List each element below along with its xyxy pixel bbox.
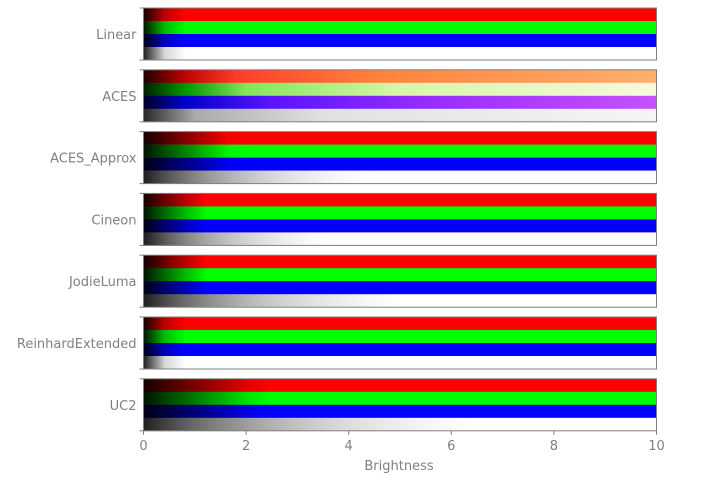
strip-cineon-blue — [143, 219, 657, 233]
strip-uc2-red — [143, 378, 657, 393]
strip-jodieluma-green — [143, 268, 657, 282]
panel-cineon: Cineon — [91, 192, 657, 246]
panel-acesapprox: ACES_Approx — [50, 131, 657, 185]
x-tick-label-0: 0 — [139, 439, 147, 454]
row-label-reinhardextended: ReinhardExtended — [17, 337, 137, 352]
strip-linear-gray — [143, 47, 657, 61]
panels: Linear ACES ACES_Approx Cineon JodieLuma Rein… — [17, 7, 657, 432]
x-tick-label-10: 10 — [648, 439, 665, 454]
strip-acesapprox-red — [143, 131, 657, 145]
row-label-cineon: Cineon — [91, 213, 136, 228]
strip-linear-blue — [143, 34, 657, 48]
strip-jodieluma-blue — [143, 281, 657, 295]
x-tick-label-2: 2 — [242, 439, 250, 454]
x-axis-label: Brightness — [364, 459, 433, 474]
strip-uc2-gray — [143, 417, 657, 432]
x-axis: 0 2 4 6 8 10 — [139, 430, 665, 454]
strip-aces-green — [143, 82, 657, 97]
panel-reinhardextended: ReinhardExtended — [17, 316, 657, 370]
panel-frame-jodieluma — [143, 254, 657, 308]
x-tick-label-4: 4 — [345, 439, 353, 454]
x-tick-label-6: 6 — [447, 439, 455, 454]
strip-acesapprox-gray — [143, 170, 657, 184]
strip-cineon-green — [143, 206, 657, 220]
row-label-acesapprox: ACES_Approx — [50, 152, 137, 167]
strip-uc2-blue — [143, 404, 657, 419]
panel-linear: Linear — [96, 7, 657, 61]
strip-aces-red — [143, 69, 657, 84]
panel-uc2: UC2 — [110, 378, 657, 432]
strip-reinhardextended-blue — [143, 343, 657, 357]
panel-frame-acesapprox — [143, 131, 657, 185]
strip-cineon-red — [143, 193, 657, 207]
strip-jodieluma-gray — [143, 294, 657, 308]
x-tick-label-8: 8 — [550, 439, 558, 454]
row-label-uc2: UC2 — [110, 399, 137, 414]
strip-aces-blue — [143, 95, 657, 110]
strip-reinhardextended-gray — [143, 356, 657, 370]
panel-frame-reinhardextended — [143, 316, 657, 370]
panel-aces: ACES — [102, 69, 657, 123]
row-label-jodieluma: JodieLuma — [68, 275, 137, 290]
panel-frame-aces — [143, 69, 657, 123]
panel-frame-uc2 — [143, 378, 657, 432]
panel-frame-linear — [143, 7, 657, 61]
strip-aces-gray — [143, 108, 657, 123]
panel-jodieluma: JodieLuma — [68, 254, 657, 308]
strip-cineon-gray — [143, 232, 657, 246]
strip-uc2-green — [143, 391, 657, 406]
panel-frame-cineon — [143, 192, 657, 246]
strip-acesapprox-blue — [143, 157, 657, 171]
strip-jodieluma-red — [143, 255, 657, 269]
strip-reinhardextended-red — [143, 317, 657, 331]
row-label-aces: ACES — [102, 90, 136, 105]
strip-acesapprox-green — [143, 144, 657, 158]
strip-linear-red — [143, 8, 657, 22]
strip-reinhardextended-green — [143, 330, 657, 344]
row-label-linear: Linear — [96, 28, 137, 43]
strip-linear-green — [143, 21, 657, 35]
